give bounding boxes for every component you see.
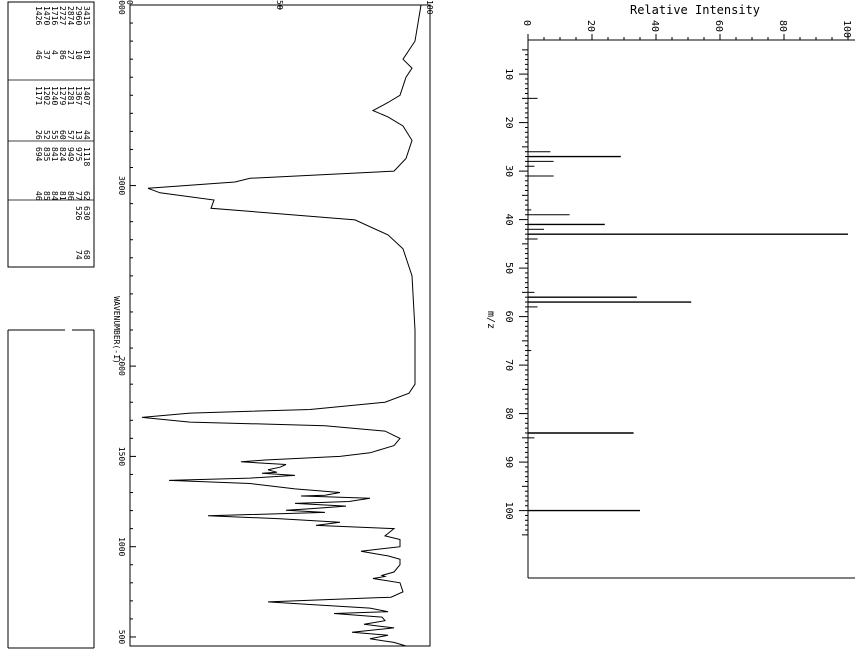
peak-wavenumber: 2874 <box>66 6 75 25</box>
peak-transmittance: 77 <box>74 191 83 201</box>
peak-transmittance: 62 <box>82 191 91 201</box>
ms-intensity-label: 40 <box>649 20 660 32</box>
ir-spectrum-line <box>141 4 422 647</box>
peak-wavenumber: 1171 <box>34 86 43 105</box>
ir-wavenumber-label: 1500 <box>117 447 126 466</box>
peak-wavenumber: 824 <box>58 147 67 162</box>
ir-peak-table: 3415 81 1407 44 1118 62 630 68 2960 10 1367 13 975 77… <box>7 1 95 268</box>
peak-wavenumber: 526 <box>74 206 83 221</box>
ms-mz-label: 100 <box>503 502 514 520</box>
ir-plot-frame <box>129 4 431 647</box>
peak-transmittance: 57 <box>66 130 75 140</box>
ms-title: Relative Intensity <box>630 3 760 17</box>
peak-wavenumber: 694 <box>34 147 43 162</box>
ms-mz-label: 60 <box>503 311 514 323</box>
peak-wavenumber: 1279 <box>58 86 67 105</box>
ir-transmittance-label: 50 <box>275 0 284 10</box>
ms-mz-label: 30 <box>503 165 514 177</box>
ms-mz-label: 80 <box>503 408 514 420</box>
peak-wavenumber: 1240 <box>50 86 59 105</box>
peak-transmittance: 46 <box>34 191 43 201</box>
peak-transmittance: 68 <box>82 250 91 260</box>
peak-transmittance: 81 <box>82 50 91 60</box>
ms-intensity-label: 60 <box>713 20 724 32</box>
peak-wavenumber: 1281 <box>66 86 75 105</box>
peak-wavenumber: 1118 <box>82 147 91 166</box>
peak-transmittance: 37 <box>42 50 51 60</box>
ir-wavenumber-label: 2000 <box>117 356 126 375</box>
ir-wavenumber-label: 1000 <box>117 537 126 556</box>
peak-wavenumber: 2960 <box>74 6 83 25</box>
ms-mz-label: 50 <box>503 262 514 274</box>
peak-transmittance: 86 <box>58 50 67 60</box>
peak-wavenumber: 1426 <box>34 6 43 25</box>
peak-transmittance: 52 <box>42 130 51 140</box>
peak-transmittance: 84 <box>50 191 59 201</box>
ir-wavenumber-label: 3000 <box>117 176 126 195</box>
peak-wavenumber: 835 <box>42 147 51 162</box>
peak-wavenumber: 2727 <box>58 6 67 25</box>
peak-wavenumber: 630 <box>82 206 91 221</box>
ir-xlabel: WAVENUMBER(-1) <box>112 296 121 363</box>
peak-transmittance: 44 <box>82 130 91 140</box>
peak-wavenumber: 1202 <box>42 86 51 105</box>
mass-spectrum: 10 20 30 40 50 60 70 80 90 100 0 20 40 60 80 100 Relati… <box>485 3 855 579</box>
peak-wavenumber: 975 <box>74 147 83 162</box>
ir-spectrum: 4000 3000 2000 1500 1000 500 0 50 100 WAVENUMBER… <box>112 0 434 647</box>
peak-transmittance: 85 <box>42 191 51 201</box>
peak-wavenumber: 3415 <box>82 6 91 25</box>
peak-wavenumber: 1716 <box>50 6 59 25</box>
peak-transmittance: 10 <box>74 50 83 60</box>
ms-xlabel: m/z <box>485 311 496 329</box>
ms-intensity-label: 80 <box>777 20 788 32</box>
peak-transmittance: 55 <box>50 130 59 140</box>
peak-transmittance: 60 <box>58 130 67 140</box>
peak-transmittance: 4 <box>50 50 59 55</box>
ms-mz-label: 10 <box>503 68 514 80</box>
ms-intensity-label: 20 <box>585 20 596 32</box>
peak-wavenumber: 1367 <box>74 86 83 105</box>
peak-transmittance: 27 <box>66 50 75 60</box>
ms-mz-label: 40 <box>503 214 514 226</box>
ms-mz-label: 90 <box>503 456 514 468</box>
ir-wavenumber-label: 500 <box>117 630 126 645</box>
ms-intensity-label: 0 <box>521 20 532 26</box>
peak-transmittance: 26 <box>34 130 43 140</box>
ir-transmittance-label: 100 <box>425 0 434 15</box>
peak-transmittance: 13 <box>74 130 83 140</box>
peak-transmittance: 86 <box>66 191 75 201</box>
peak-wavenumber: 841 <box>50 147 59 162</box>
peak-transmittance: 81 <box>58 191 67 201</box>
peak-wavenumber: 1470 <box>42 6 51 25</box>
ms-mz-label: 20 <box>503 117 514 129</box>
peak-transmittance: 74 <box>74 250 83 260</box>
ms-mz-label: 70 <box>503 359 514 371</box>
peak-transmittance: 46 <box>34 50 43 60</box>
peak-wavenumber: 949 <box>66 147 75 162</box>
peak-table-frame <box>7 1 95 268</box>
ir-wavenumber-label: 4000 <box>117 0 126 15</box>
peak-wavenumber: 1407 <box>82 86 91 105</box>
ms-intensity-label: 100 <box>841 20 852 38</box>
ir-transmittance-label: 0 <box>125 0 134 5</box>
annotation-box <box>7 329 95 649</box>
